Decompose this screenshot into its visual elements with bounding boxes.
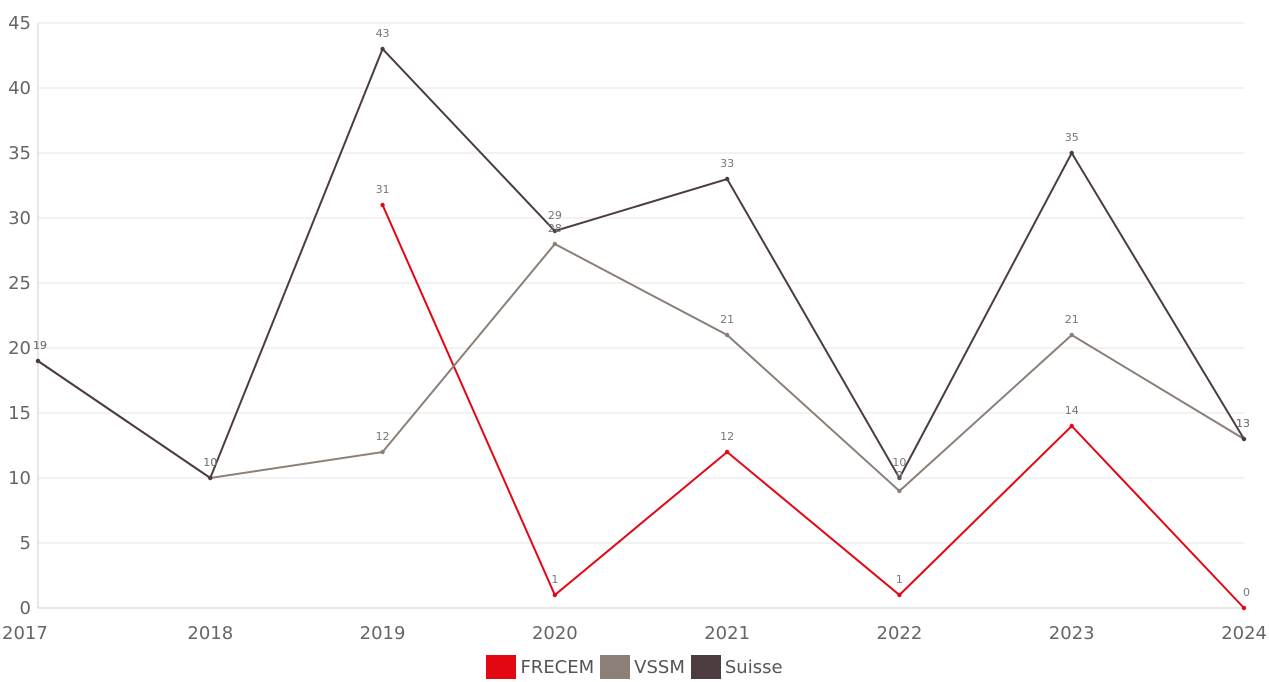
y-tick-label: 5 — [20, 533, 31, 554]
data-point — [1069, 332, 1074, 338]
legend-item[interactable]: FRECEM — [486, 655, 594, 679]
data-point — [552, 241, 558, 247]
data-label: 28 — [548, 222, 562, 235]
data-point — [897, 592, 902, 598]
series-lines — [35, 46, 1247, 611]
data-label: 19 — [33, 339, 47, 352]
data-point — [380, 46, 385, 52]
data-label: 9 — [896, 469, 903, 482]
data-label: 21 — [1065, 313, 1079, 326]
x-tick-label: 2023 — [1049, 623, 1095, 644]
data-point — [897, 475, 902, 481]
data-point — [380, 449, 385, 455]
y-axis-ticks: 0 5 10 15 20 25 30 35 40 45 — [8, 13, 31, 619]
data-point — [724, 332, 730, 338]
data-point — [552, 228, 558, 234]
y-tick-label: 30 — [8, 208, 31, 229]
legend-swatch — [690, 655, 721, 679]
data-label: 19 — [33, 339, 47, 352]
x-tick-label: 2022 — [877, 623, 923, 644]
data-point — [35, 358, 41, 364]
x-tick-label: 2020 — [532, 623, 578, 644]
data-label: 10 — [203, 456, 217, 469]
x-tick-label: 2021 — [704, 623, 750, 644]
data-label: 31 — [376, 183, 390, 196]
y-tick-label: 10 — [8, 468, 31, 489]
series-line-suisse — [37, 47, 1245, 481]
data-point — [1241, 436, 1247, 442]
data-point — [1069, 423, 1074, 429]
data-label: 1 — [896, 573, 903, 586]
data-label: 21 — [720, 313, 734, 326]
x-tick-label: 2019 — [360, 623, 406, 644]
data-point — [724, 449, 730, 455]
data-point — [380, 202, 385, 208]
series-line-frecem — [381, 204, 1245, 609]
legend-label: VSSM — [634, 656, 685, 678]
data-point — [208, 475, 213, 481]
y-tick-label: 15 — [8, 403, 31, 424]
data-label: 33 — [720, 157, 734, 170]
x-tick-label: 2024 — [1221, 623, 1267, 644]
data-label: 35 — [1065, 131, 1079, 144]
data-point — [552, 592, 558, 598]
x-tick-label: 2018 — [187, 623, 233, 644]
data-label: 10 — [203, 456, 217, 469]
legend: FRECEM VSSM Suisse — [0, 652, 1269, 682]
data-label: 13 — [1236, 417, 1250, 430]
legend-item[interactable]: VSSM — [600, 655, 685, 679]
grid-lines — [37, 22, 1244, 609]
y-tick-label: 35 — [8, 143, 31, 164]
series-line-vssm — [37, 242, 1245, 493]
data-label: 14 — [1065, 404, 1079, 417]
data-point — [1241, 605, 1247, 611]
y-tick-label: 40 — [8, 78, 31, 99]
legend-label: FRECEM — [520, 656, 595, 678]
y-tick-label: 0 — [20, 598, 31, 619]
data-label: 0 — [1243, 586, 1250, 599]
legend-label: Suisse — [724, 656, 783, 678]
data-point — [724, 176, 730, 182]
y-tick-label: 45 — [8, 13, 31, 34]
y-tick-label: 25 — [8, 273, 31, 294]
data-label: 10 — [892, 456, 906, 469]
data-point — [1069, 150, 1074, 156]
x-tick-label: 2017 — [2, 623, 48, 644]
legend-item[interactable]: Suisse — [690, 655, 783, 679]
data-label: 29 — [548, 209, 562, 222]
legend-swatch — [600, 655, 631, 679]
data-label: 12 — [720, 430, 734, 443]
data-label: 13 — [1236, 417, 1250, 430]
data-label: 43 — [376, 27, 390, 40]
legend-swatch — [486, 655, 517, 679]
y-tick-label: 20 — [8, 338, 31, 359]
data-point — [897, 488, 902, 494]
x-axis-ticks: 2017 2018 2019 2020 2021 2022 2023 2024 — [2, 623, 1267, 644]
data-label: 12 — [376, 430, 390, 443]
data-label: 1 — [551, 573, 558, 586]
